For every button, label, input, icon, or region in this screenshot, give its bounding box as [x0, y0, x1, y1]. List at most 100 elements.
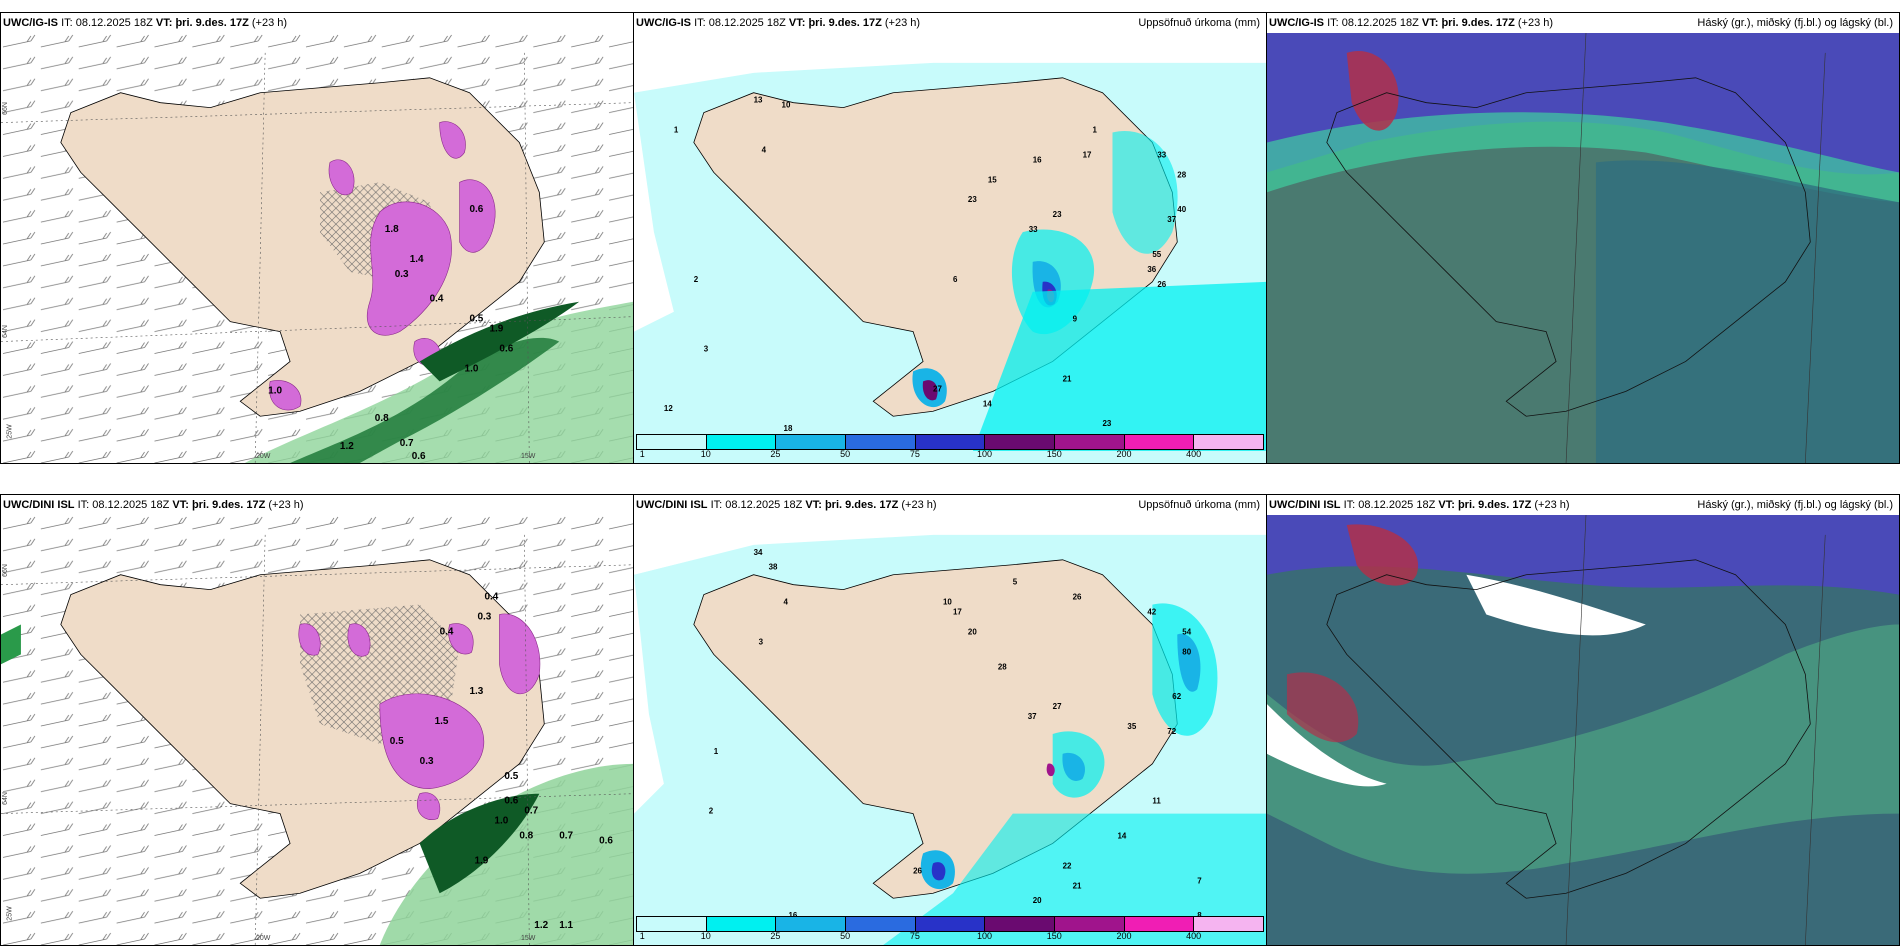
svg-text:14: 14 [983, 399, 992, 408]
panel-header: UWC/DINI ISL IT: 08.12.2025 18Z VT: þri.… [1, 495, 633, 515]
svg-text:20: 20 [1033, 896, 1042, 905]
svg-text:0.6: 0.6 [599, 835, 613, 846]
svg-text:0.7: 0.7 [559, 831, 573, 842]
svg-text:0.6: 0.6 [504, 796, 518, 807]
lat-label-64n: 64N [1, 792, 9, 805]
it-value: 08.12.2025 18Z [708, 17, 786, 29]
accum-title: Uppsöfnuð úrkoma (mm) [1138, 17, 1260, 29]
cloud-cover-map [1267, 33, 1899, 463]
svg-text:54: 54 [1182, 627, 1191, 636]
colorbar-label: 150 [1046, 449, 1062, 459]
colorbar-label: 50 [840, 449, 851, 459]
svg-text:55: 55 [1152, 250, 1161, 259]
colorbar-label: 400 [1186, 449, 1202, 459]
precip-wind-panel-row1: UWC/IG-IS IT: 08.12.2025 18Z VT: þri. 9.… [0, 12, 634, 464]
svg-text:0.4: 0.4 [484, 592, 498, 603]
svg-text:62: 62 [1172, 692, 1181, 701]
white-patch [1466, 574, 1646, 636]
svg-text:38: 38 [769, 563, 778, 572]
cloud-title: Háský (gr.), miðský (fj.bl.) og lágský (… [1697, 17, 1893, 29]
model-name: UWC/DINI ISL [3, 499, 75, 511]
it-label: IT: [61, 17, 73, 29]
svg-text:72: 72 [1167, 727, 1176, 736]
svg-text:1.9: 1.9 [475, 855, 489, 866]
svg-text:13: 13 [754, 96, 763, 105]
it-label: IT: [1327, 17, 1339, 29]
vt-value: þri. 9.des. 17Z [824, 499, 899, 511]
accum-shading [883, 603, 1266, 945]
panel-header: UWC/DINI ISL IT: 08.12.2025 18Z VT: þri.… [634, 495, 1266, 515]
white-patch [1267, 704, 1387, 787]
it-value: 08.12.2025 18Z [75, 17, 153, 29]
graticule [1565, 515, 1826, 945]
lat-label-64n: 64N [1, 325, 9, 338]
colorbar-cell-3 [776, 435, 847, 449]
vt-value: þri. 9.des. 17Z [175, 17, 249, 29]
it-label: IT: [77, 499, 90, 511]
svg-text:80: 80 [1182, 647, 1191, 656]
panel-header: UWC/IG-IS IT: 08.12.2025 18Z VT: þri. 9.… [1, 13, 633, 33]
red-patch [1286, 672, 1359, 743]
svg-text:21: 21 [1073, 881, 1082, 890]
colorbar-label: 75 [909, 449, 920, 459]
svg-text:20: 20 [968, 627, 977, 636]
svg-text:1.4: 1.4 [410, 254, 424, 265]
svg-text:1.9: 1.9 [489, 324, 503, 335]
it-value: 08.12.2025 18Z [92, 499, 170, 511]
svg-text:26: 26 [1157, 280, 1166, 289]
svg-text:16: 16 [1033, 155, 1042, 164]
svg-text:1.0: 1.0 [494, 816, 508, 827]
colorbar-label: 150 [1046, 931, 1062, 941]
svg-text:1.0: 1.0 [268, 385, 282, 396]
svg-text:3: 3 [704, 345, 709, 354]
svg-text:0.6: 0.6 [499, 344, 513, 355]
svg-text:28: 28 [1177, 170, 1186, 179]
model-name: UWC/DINI ISL [636, 499, 708, 511]
svg-text:0.8: 0.8 [519, 831, 533, 842]
svg-text:4: 4 [784, 598, 789, 607]
colorbar-cell-9 [1194, 435, 1264, 449]
svg-text:10: 10 [943, 598, 952, 607]
colorbar-cell-1 [637, 917, 707, 931]
lon-label-20w: 20W [256, 935, 271, 942]
svg-text:1.1: 1.1 [559, 920, 573, 931]
colorbar-cells [636, 434, 1264, 450]
colorbar-label: 50 [840, 931, 851, 941]
colorbar: 1 10 25 50 75 100 150 200 400 [636, 434, 1264, 460]
svg-text:36: 36 [1147, 265, 1156, 274]
colorbar: 1 10 25 50 75 100 150 200 400 [636, 916, 1264, 942]
model-name: UWC/IG-IS [1269, 17, 1324, 29]
iceland-precip-map: 1.0 0.6 0.8 0.7 0.6 1.2 1.9 0.5 1.8 1.4 … [1, 33, 633, 463]
colorbar-label: 100 [977, 449, 993, 459]
svg-text:2: 2 [694, 275, 699, 284]
vt-label: VT: [1438, 499, 1455, 511]
svg-text:35: 35 [1127, 722, 1136, 731]
precip-value-labels: 1.0 0.6 0.8 0.7 0.6 1.2 1.9 0.5 1.8 1.4 … [268, 204, 514, 462]
graticule [1, 534, 633, 945]
map-area [1267, 515, 1899, 945]
lead-time: (+23 h) [1517, 17, 1554, 29]
it-label: IT: [1343, 499, 1356, 511]
svg-text:23: 23 [1103, 419, 1112, 428]
svg-text:22: 22 [1063, 861, 1072, 870]
lon-label-20w: 20W [256, 453, 271, 460]
lon-label-25w: 25W [6, 906, 14, 921]
svg-text:0.5: 0.5 [504, 771, 518, 782]
svg-text:6: 6 [953, 275, 958, 284]
colorbar-label: 200 [1116, 449, 1132, 459]
precip-wind-panel-row2: UWC/DINI ISL IT: 08.12.2025 18Z VT: þri.… [0, 494, 634, 946]
svg-text:28: 28 [998, 662, 1007, 671]
colorbar-cell-8 [1124, 435, 1195, 449]
high-cloud-band [1267, 515, 1899, 595]
svg-text:37: 37 [1028, 712, 1037, 721]
svg-text:4: 4 [762, 145, 767, 154]
vt-value: þri. 9.des. 17Z [191, 499, 266, 511]
svg-text:33: 33 [1157, 150, 1166, 159]
it-value: 08.12.2025 18Z [1341, 17, 1419, 29]
iceland-precip-map: 1.0 1.9 0.8 0.7 0.6 1.1 1.2 0.6 0.7 1.5 … [1, 515, 633, 945]
accum-value-labels: 34 38 10 17 20 28 26 42 54 80 62 72 35 2… [709, 548, 1227, 930]
accum-precip-panel-row1: UWC/IG-IS IT: 08.12.2025 18Z VT: þri. 9.… [633, 12, 1267, 464]
svg-text:17: 17 [953, 608, 962, 617]
model-name: UWC/IG-IS [3, 17, 58, 29]
svg-text:3: 3 [759, 637, 764, 646]
